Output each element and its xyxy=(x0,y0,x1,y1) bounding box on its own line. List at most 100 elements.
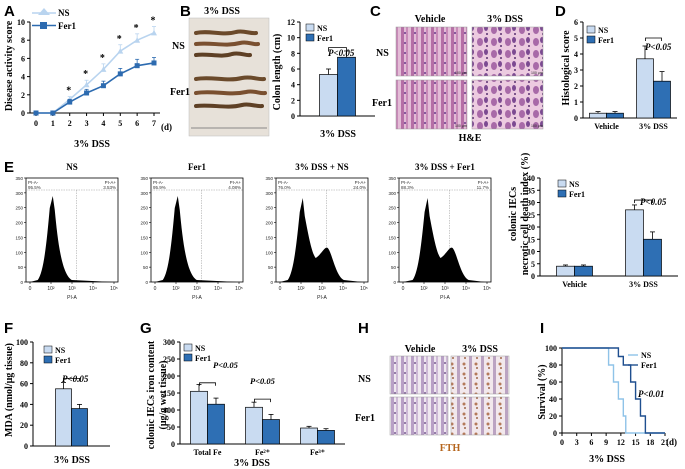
chart-g-ytick-label: 250 xyxy=(163,355,175,364)
legend-ns-swatch xyxy=(557,179,567,188)
panel-i-ylabel: Survival (%) xyxy=(537,364,548,419)
significance-star: * xyxy=(134,23,139,34)
flow-xtick-label: 10² xyxy=(47,286,55,292)
legend-ns-swatch xyxy=(183,343,193,352)
flow-ytick-label: 50 xyxy=(391,265,397,270)
panel-c-col-vehicle: Vehicle xyxy=(415,14,446,25)
flow-xtick-label: 10² xyxy=(172,286,180,292)
chart-a-xtick-label: 4 xyxy=(101,119,105,128)
panel-c-row-ns: NS xyxy=(376,48,389,59)
flow-plot-frame xyxy=(150,177,244,283)
gate-right-percent: 11.7% xyxy=(477,185,489,190)
flow-ytick-label: 0 xyxy=(145,280,148,285)
chart-b-ytick-label: 12 xyxy=(287,18,295,27)
significance-bracket xyxy=(634,199,653,204)
significance-star: * xyxy=(100,53,105,64)
fth-image-ns-vehicle xyxy=(389,355,449,395)
bar-ns-0 xyxy=(55,388,72,447)
flow-ytick-label: 200 xyxy=(140,221,148,226)
gate-left-label: PI-A- xyxy=(153,180,164,185)
panel-f-pvalue: P<0.05 xyxy=(62,374,89,384)
flow-xtick-label: 10⁴ xyxy=(89,286,97,292)
panel-c-he-histology: Vehicle 3% DSS NS Fer1 100 μm 100 μm 100… xyxy=(372,14,544,144)
flow-plot-frame xyxy=(25,177,119,283)
flow-ytick-label: 200 xyxy=(15,221,23,226)
flow-xtick-label: 10³ xyxy=(441,286,449,292)
chart-d-ytick-label: 4 xyxy=(574,50,578,59)
panel-a-xunit: (d) xyxy=(161,122,172,132)
panel-h-col-vehicle: Vehicle xyxy=(405,344,436,355)
chart-f-ytick-label: 40 xyxy=(20,400,28,409)
panel-i-pvalue: P<0.01 xyxy=(638,389,664,399)
chart-g-ytick-label: 150 xyxy=(163,389,175,398)
chart-g-ytick-label: 300 xyxy=(163,338,175,347)
point-fer1 xyxy=(117,71,123,77)
panel-d: Histological score P<0.05 xyxy=(561,30,672,106)
panel-h-col-dss: 3% DSS xyxy=(462,344,498,355)
scale-label: 100 μm xyxy=(531,71,543,75)
significance-bracket xyxy=(63,378,80,382)
point-fer1 xyxy=(100,83,106,89)
flow-xtick-label: 10³ xyxy=(193,286,201,292)
point-fer1 xyxy=(84,90,90,96)
chart-b-ytick-label: 10 xyxy=(287,34,295,43)
flow-xtick-label: 10⁵ xyxy=(483,286,491,292)
flow-ytick-label: 350 xyxy=(15,176,23,181)
flow-ytick-label: 250 xyxy=(388,206,396,211)
flow-ytick-label: 100 xyxy=(265,250,273,255)
legend-fer1-label: Fer1 xyxy=(598,36,614,45)
point-fer1 xyxy=(33,110,39,116)
legend-fer1-label: Fer1 xyxy=(569,190,585,199)
chart-e-ytick-label: 10 xyxy=(527,248,535,257)
gate-left-percent: 95.9% xyxy=(153,185,166,190)
chart-d-ytick-label: 2 xyxy=(574,82,578,91)
flow-ytick-label: 50 xyxy=(268,265,274,270)
category-label: Total Fe xyxy=(194,448,222,457)
flow-ytick-label: 200 xyxy=(265,221,273,226)
gate-right-label: PI-A+ xyxy=(105,180,117,185)
colon-specimen xyxy=(194,29,258,36)
flow-ytick-label: 150 xyxy=(388,235,396,240)
gate-right-percent: 4.08% xyxy=(228,185,241,190)
flow-xtick-label: 0 xyxy=(279,286,282,292)
chart-a-ytick-label: 4 xyxy=(21,73,25,82)
flow-ytick-label: 200 xyxy=(388,221,396,226)
panel-c-col-dss: 3% DSS xyxy=(487,14,523,25)
panel-letter-d: D xyxy=(555,3,566,20)
chart-e-ytick-label: 35 xyxy=(527,186,535,195)
chart-d-ytick-label: 5 xyxy=(574,34,578,43)
chart-a-ytick-label: 10 xyxy=(17,18,25,27)
chart-i-xtick-label: 21 xyxy=(661,438,669,447)
category-label: Fe³⁺ xyxy=(310,448,325,457)
panel-a-legend: NS Fer1 xyxy=(32,8,76,31)
series-line-ns xyxy=(36,32,155,114)
chart-a-ytick-label: 8 xyxy=(21,36,25,45)
flow-title: Fer1 xyxy=(188,162,206,172)
panel-a-xlabel: 3% DSS xyxy=(74,139,110,150)
bar-ns-0 xyxy=(556,265,575,277)
bar-fer1-0 xyxy=(337,56,356,117)
chart-e-ytick-label: 0 xyxy=(531,272,535,281)
he-image-ns-dss xyxy=(471,26,544,77)
flow-histogram-3: 3% DSS + NS 0 50 100 150 200 250 300 350 0 10² 10³ 1… xyxy=(265,162,369,301)
panel-f-ylabel: MDA (nmol/μg tissue) xyxy=(4,343,15,437)
chart-a-xtick-label: 2 xyxy=(68,119,72,128)
point-fer1 xyxy=(50,110,56,116)
chart-g-ytick-label: 50 xyxy=(167,423,175,432)
colon-specimen xyxy=(194,51,252,58)
flow-xtick-label: 10⁴ xyxy=(214,286,222,292)
flow-xtick-label: 0 xyxy=(402,286,405,292)
chart-e-ytick-label: 15 xyxy=(527,235,535,244)
bar-fer1-2 xyxy=(317,430,335,445)
chart-i-ytick-label: 40 xyxy=(549,395,557,404)
legend-fer1-swatch xyxy=(183,353,193,362)
he-image-fer1-vehicle xyxy=(395,79,468,130)
flow-ytick-label: 0 xyxy=(393,280,396,285)
point-ns xyxy=(83,81,90,88)
bar-ns-1 xyxy=(625,209,644,277)
chart-i-ytick-label: 100 xyxy=(545,344,557,353)
flow-ytick-label: 250 xyxy=(265,206,273,211)
chart-d-ytick-label: 1 xyxy=(574,98,578,107)
